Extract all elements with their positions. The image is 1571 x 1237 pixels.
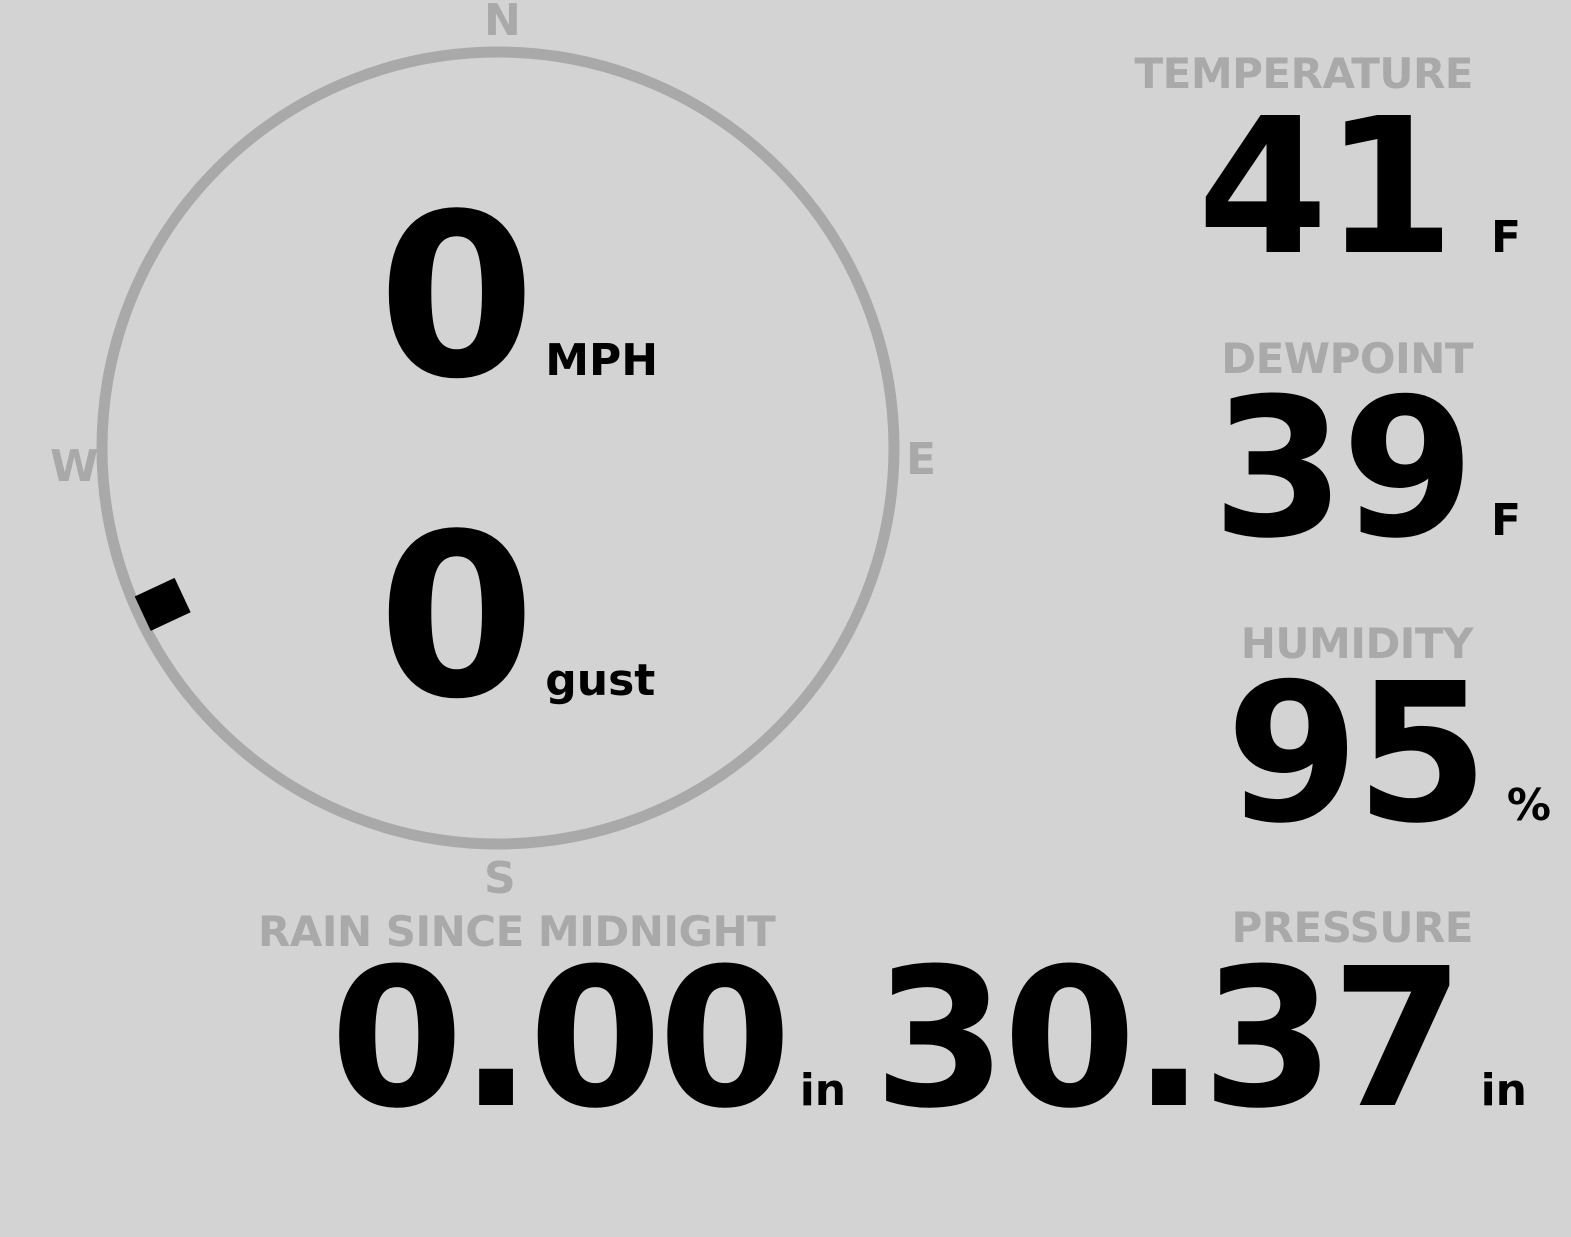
wind-gust: 0 gust bbox=[378, 486, 656, 749]
wind-direction-marker bbox=[134, 577, 191, 631]
rain-value: 0.00 bbox=[330, 928, 792, 1151]
temperature: 41 F bbox=[1197, 78, 1521, 297]
rain: 0.00 in bbox=[330, 928, 847, 1151]
compass-ring bbox=[96, 46, 900, 850]
dewpoint-unit: F bbox=[1490, 495, 1521, 546]
temperature-unit: F bbox=[1490, 212, 1521, 263]
pressure-label: PRESSURE bbox=[1231, 903, 1473, 952]
rain-unit: in bbox=[799, 1065, 847, 1116]
pressure-value: 30.37 bbox=[873, 928, 1464, 1151]
humidity-unit: % bbox=[1506, 780, 1551, 831]
wind-gust-unit: gust bbox=[545, 655, 656, 706]
pressure: 30.37 in bbox=[873, 928, 1527, 1151]
dewpoint-label: DEWPOINT bbox=[1221, 334, 1473, 383]
rain-label: RAIN SINCE MIDNIGHT bbox=[258, 907, 776, 956]
dewpoint-value: 39 bbox=[1211, 358, 1475, 581]
wind-speed: 0 MPH bbox=[378, 166, 659, 429]
humidity-value: 95 bbox=[1225, 643, 1489, 866]
wind-speed-unit: MPH bbox=[545, 335, 659, 386]
compass-east: E bbox=[906, 434, 937, 485]
wind-gust-value: 0 bbox=[378, 486, 535, 749]
humidity: 95 % bbox=[1225, 643, 1551, 866]
compass-west: W bbox=[50, 441, 99, 492]
temperature-label: TEMPERATURE bbox=[1134, 49, 1474, 98]
humidity-label: HUMIDITY bbox=[1240, 619, 1474, 668]
wind-speed-value: 0 bbox=[378, 166, 535, 429]
pressure-unit: in bbox=[1480, 1065, 1527, 1116]
dewpoint: 39 F bbox=[1211, 358, 1521, 581]
compass-north: N bbox=[484, 0, 521, 46]
compass-south: S bbox=[484, 853, 516, 904]
temperature-value: 41 bbox=[1197, 78, 1455, 297]
